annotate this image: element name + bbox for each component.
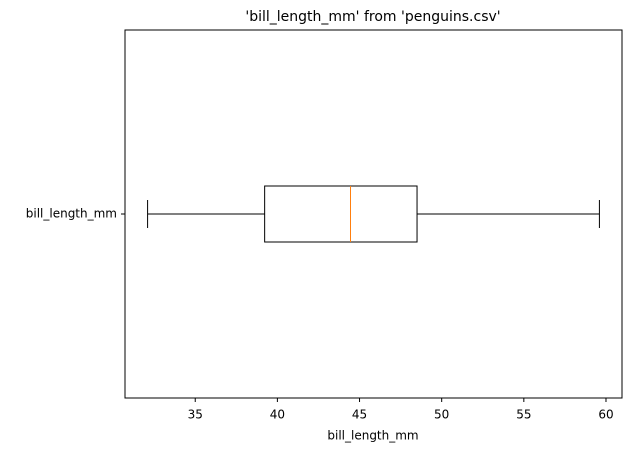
x-tick-label: 45 — [352, 408, 367, 422]
x-tick-label: 35 — [188, 408, 203, 422]
x-tick-label: 50 — [434, 408, 449, 422]
x-tick-label: 60 — [598, 408, 613, 422]
chart-title: 'bill_length_mm' from 'penguins.csv' — [245, 9, 500, 25]
x-tick-label: 40 — [270, 408, 285, 422]
y-tick-label: bill_length_mm — [26, 207, 117, 221]
x-axis-label: bill_length_mm — [327, 429, 418, 443]
x-tick-label: 55 — [516, 408, 531, 422]
box — [264, 185, 418, 243]
